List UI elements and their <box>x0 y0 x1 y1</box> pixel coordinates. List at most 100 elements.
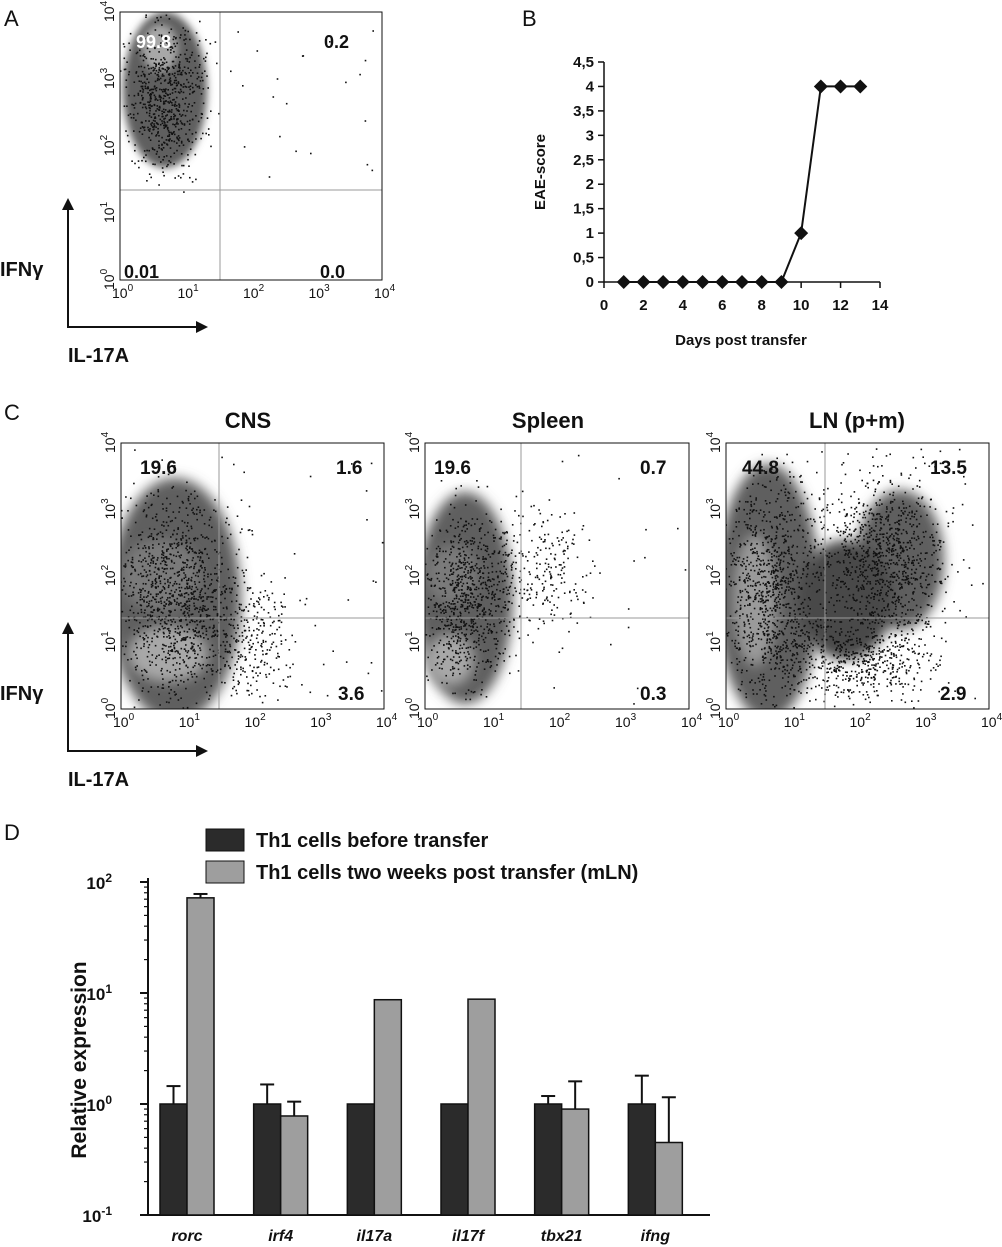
event-dot <box>883 565 886 568</box>
event-dot <box>197 556 199 558</box>
event-dot <box>880 548 882 550</box>
event-dot <box>757 638 760 640</box>
event-dot <box>174 65 177 67</box>
event-dot <box>141 531 144 533</box>
event-dot <box>463 524 466 527</box>
event-dot <box>773 544 775 547</box>
event-dot <box>186 651 189 654</box>
event-dot <box>800 587 803 589</box>
event-dot <box>503 660 505 662</box>
event-dot <box>457 662 460 665</box>
event-dot <box>477 572 479 575</box>
event-dot <box>446 531 449 533</box>
event-dot <box>753 509 755 511</box>
event-dot <box>737 642 740 644</box>
y-tick-label: 102 <box>100 564 118 586</box>
event-dot <box>562 561 565 564</box>
event-dot <box>917 562 920 564</box>
event-dot <box>477 639 480 642</box>
event-dot <box>167 82 169 84</box>
event-dot <box>192 649 194 652</box>
event-dot <box>161 90 164 93</box>
event-dot <box>903 549 905 552</box>
panel-b-x-tick-label: 4 <box>679 297 688 314</box>
event-dot <box>845 600 848 603</box>
event-dot <box>798 581 800 584</box>
event-dot <box>351 463 353 465</box>
event-dot <box>486 623 489 625</box>
event-dot <box>163 621 166 623</box>
event-dot <box>175 588 178 591</box>
event-dot <box>160 161 162 163</box>
event-dot <box>464 623 466 626</box>
event-dot <box>258 629 260 631</box>
event-dot <box>466 582 468 584</box>
event-dot <box>206 75 208 77</box>
event-dot <box>161 144 163 146</box>
y-tick-exponent: 1 <box>100 631 111 637</box>
event-dot <box>177 528 179 530</box>
event-dot <box>158 615 160 618</box>
event-dot <box>759 529 762 532</box>
event-dot <box>187 593 190 596</box>
event-dot <box>194 66 197 69</box>
event-dot <box>196 72 199 74</box>
event-dot <box>797 529 800 532</box>
event-dot <box>736 663 739 666</box>
event-dot <box>553 557 556 560</box>
event-dot <box>831 584 834 587</box>
event-dot <box>470 524 473 527</box>
event-dot <box>749 645 752 648</box>
event-dot <box>770 553 773 555</box>
event-dot <box>515 654 517 657</box>
event-dot <box>450 503 452 506</box>
panel-b-marker <box>794 226 809 241</box>
event-dot <box>776 527 778 529</box>
event-dot <box>235 600 238 602</box>
event-dot <box>178 69 181 72</box>
event-dot <box>155 89 158 92</box>
event-dot <box>527 634 529 636</box>
event-dot <box>436 555 439 558</box>
event-dot <box>184 53 186 56</box>
event-dot <box>198 581 201 583</box>
event-dot <box>568 630 570 633</box>
event-dot <box>214 654 217 656</box>
event-dot <box>236 594 238 596</box>
event-dot <box>166 143 168 145</box>
event-dot <box>522 555 524 557</box>
event-dot <box>480 582 483 585</box>
event-dot <box>274 608 276 611</box>
event-dot <box>811 582 813 585</box>
event-dot <box>157 71 160 74</box>
event-dot <box>164 90 167 92</box>
event-dot <box>490 521 493 524</box>
event-dot <box>163 120 165 123</box>
event-dot <box>245 569 247 571</box>
event-dot <box>763 621 765 623</box>
event-dot <box>846 574 848 576</box>
event-dot <box>766 609 769 612</box>
event-dot <box>173 50 175 53</box>
event-dot <box>172 554 175 557</box>
event-dot <box>188 566 191 569</box>
event-dot <box>787 647 789 650</box>
event-dot <box>453 591 456 593</box>
event-dot <box>461 592 463 595</box>
event-dot <box>836 584 838 586</box>
event-dot <box>535 591 538 594</box>
event-dot <box>205 609 208 611</box>
event-dot <box>473 623 475 625</box>
event-dot <box>205 132 207 135</box>
event-dot <box>859 545 861 547</box>
event-dot <box>196 77 199 80</box>
event-dot <box>226 517 228 520</box>
event-dot <box>726 633 729 635</box>
event-dot <box>787 549 789 552</box>
event-dot <box>478 643 480 646</box>
event-dot <box>810 655 812 658</box>
event-dot <box>146 574 149 576</box>
event-dot <box>872 513 875 516</box>
event-dot <box>192 628 194 631</box>
event-dot <box>156 105 159 107</box>
